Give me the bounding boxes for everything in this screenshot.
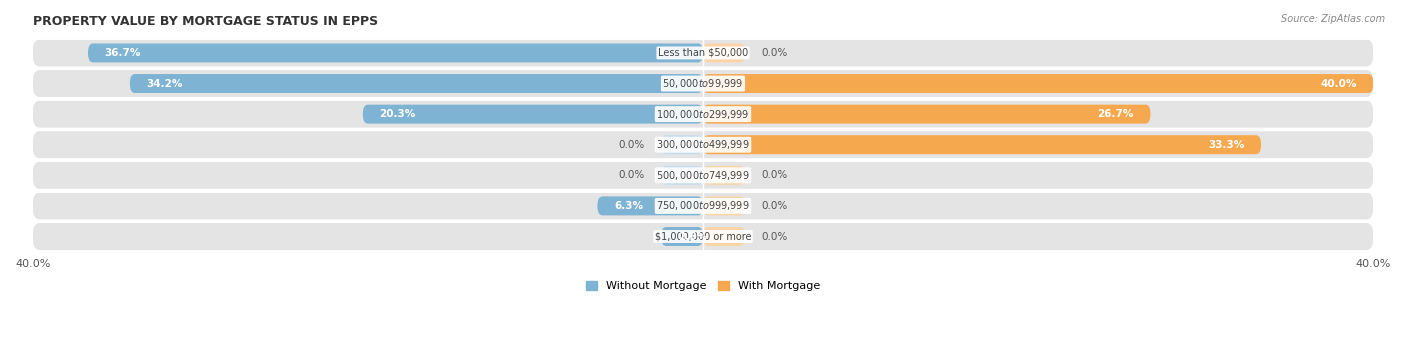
Text: 0.0%: 0.0% (619, 170, 644, 180)
Text: $1,000,000 or more: $1,000,000 or more (655, 232, 751, 241)
Text: 33.3%: 33.3% (1208, 140, 1244, 150)
FancyBboxPatch shape (703, 196, 745, 216)
Text: Source: ZipAtlas.com: Source: ZipAtlas.com (1281, 14, 1385, 24)
FancyBboxPatch shape (661, 135, 703, 154)
FancyBboxPatch shape (32, 70, 1374, 97)
FancyBboxPatch shape (32, 223, 1374, 250)
Text: 0.0%: 0.0% (619, 140, 644, 150)
Text: 26.7%: 26.7% (1097, 109, 1133, 119)
Text: 36.7%: 36.7% (104, 48, 141, 58)
Text: Less than $50,000: Less than $50,000 (658, 48, 748, 58)
Text: 40.0%: 40.0% (1320, 78, 1357, 89)
FancyBboxPatch shape (129, 74, 703, 93)
Text: PROPERTY VALUE BY MORTGAGE STATUS IN EPPS: PROPERTY VALUE BY MORTGAGE STATUS IN EPP… (32, 15, 378, 28)
FancyBboxPatch shape (363, 105, 703, 123)
FancyBboxPatch shape (598, 196, 703, 216)
Text: $750,000 to $999,999: $750,000 to $999,999 (657, 199, 749, 212)
Text: 0.0%: 0.0% (762, 48, 787, 58)
Text: 0.0%: 0.0% (762, 170, 787, 180)
Text: 0.0%: 0.0% (762, 232, 787, 241)
Text: 6.3%: 6.3% (614, 201, 643, 211)
FancyBboxPatch shape (32, 131, 1374, 158)
FancyBboxPatch shape (703, 43, 745, 62)
FancyBboxPatch shape (661, 166, 703, 185)
Text: 20.3%: 20.3% (380, 109, 416, 119)
Legend: Without Mortgage, With Mortgage: Without Mortgage, With Mortgage (582, 276, 824, 296)
Text: $500,000 to $749,999: $500,000 to $749,999 (657, 169, 749, 182)
Text: 34.2%: 34.2% (146, 78, 183, 89)
Text: $300,000 to $499,999: $300,000 to $499,999 (657, 138, 749, 151)
FancyBboxPatch shape (661, 227, 703, 246)
FancyBboxPatch shape (703, 74, 1374, 93)
Text: 0.0%: 0.0% (762, 201, 787, 211)
FancyBboxPatch shape (89, 43, 703, 62)
FancyBboxPatch shape (703, 135, 1261, 154)
FancyBboxPatch shape (703, 105, 1150, 123)
FancyBboxPatch shape (32, 40, 1374, 66)
FancyBboxPatch shape (32, 192, 1374, 219)
Text: 2.5%: 2.5% (678, 232, 707, 241)
Text: $50,000 to $99,999: $50,000 to $99,999 (662, 77, 744, 90)
Text: $100,000 to $299,999: $100,000 to $299,999 (657, 108, 749, 121)
FancyBboxPatch shape (703, 227, 745, 246)
FancyBboxPatch shape (32, 162, 1374, 189)
FancyBboxPatch shape (32, 101, 1374, 128)
FancyBboxPatch shape (703, 166, 745, 185)
